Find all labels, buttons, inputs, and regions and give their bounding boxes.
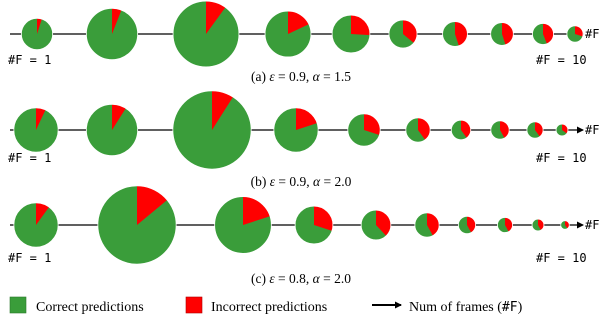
pie-outline-f1 (13, 202, 59, 248)
axis-short-label-a: #F (585, 27, 599, 41)
pie-incorrect-slice-f10 (575, 25, 584, 37)
pie-outline-f8 (490, 120, 510, 140)
pie-incorrect-slice-f1 (36, 107, 46, 130)
pie-outline-f9 (532, 23, 554, 45)
pie-incorrect-slice-f8 (505, 217, 513, 232)
pie-outline-f4 (273, 107, 319, 153)
pie-incorrect-slice-f7 (461, 120, 471, 138)
start-frame-label-a: #F = 1 (8, 53, 51, 67)
pie-incorrect-slice-f9 (535, 121, 544, 137)
start-frame-label-c: #F = 1 (8, 251, 51, 265)
legend-swatch-correct (9, 296, 27, 314)
axis-short-label-b: #F (585, 123, 599, 137)
pie-outline-f10 (566, 25, 584, 43)
pie-outline-f6 (388, 19, 418, 49)
legend: Correct predictions Incorrect prediction… (9, 296, 523, 315)
pie-outline-f4 (294, 205, 334, 245)
pie-incorrect-slice-f7 (455, 21, 468, 46)
pie-incorrect-slice-f4 (288, 11, 309, 35)
pie-outline-f1 (13, 107, 59, 153)
pie-incorrect-slice-f6 (427, 212, 440, 236)
pie-incorrect-slice-f9 (538, 219, 544, 231)
pie-incorrect-slice-f6 (403, 19, 418, 43)
pie-correct-slice-f3 (173, 1, 239, 67)
pie-incorrect-slice-f4 (296, 107, 318, 130)
legend-label-correct: Correct predictions (36, 300, 144, 315)
pie-outline-f8 (497, 217, 513, 233)
pie-incorrect-slice-f9 (543, 23, 554, 44)
pie-outline-f7 (442, 21, 468, 47)
pie-outline-f2 (97, 185, 177, 265)
pie-incorrect-slice-f3 (243, 196, 270, 225)
pie-outline-f1 (20, 17, 54, 51)
pie-outline-f10 (555, 123, 569, 137)
panel-a: #F #F = 1 #F = 10 (a) ε = 0.9, α = 1.5 (8, 0, 599, 84)
pie-incorrect-slice-f5 (364, 113, 381, 136)
pie-outline-f3 (172, 90, 252, 170)
pie-incorrect-slice-f2 (137, 185, 168, 225)
pie-outline-f6 (414, 212, 440, 238)
pie-incorrect-slice-f8 (500, 120, 510, 139)
pie-incorrect-slice-f5 (351, 15, 370, 36)
pie-outline-f4 (264, 10, 312, 58)
pie-incorrect-slice-f1 (37, 18, 42, 34)
panel-c: #F #F = 1 #F = 10 (c) ε = 0.8, α = 2.0 (8, 185, 599, 286)
pie-outline-f9 (526, 121, 544, 139)
pie-incorrect-slice-f7 (467, 216, 476, 233)
pie-outline-f9 (531, 218, 545, 232)
pie-incorrect-slice-f10 (565, 220, 570, 229)
end-frame-label-c: #F = 10 (536, 251, 587, 265)
pie-incorrect-slice-f6 (418, 117, 431, 140)
pie-outline-f3 (172, 0, 240, 68)
start-frame-label-b: #F = 1 (8, 151, 51, 165)
pie-outline-f2 (85, 7, 139, 61)
pie-outline-f3 (214, 196, 272, 254)
legend-label-incorrect: Incorrect predictions (211, 300, 327, 315)
panel-b: #F #F = 1 #F = 10 (b) ε = 0.9, α = 2.0 (8, 90, 599, 189)
end-frame-label-b: #F = 10 (536, 151, 587, 165)
caption-c: (c) ε = 0.8, α = 2.0 (251, 271, 351, 286)
pie-outline-f5 (360, 209, 392, 241)
pie-incorrect-slice-f2 (112, 104, 126, 130)
end-frame-label-a: #F = 10 (536, 53, 587, 67)
axis-short-label-c: #F (585, 218, 599, 232)
pie-outline-f5 (347, 113, 381, 147)
pie-outline-f8 (490, 22, 514, 46)
pie-outline-f7 (457, 215, 477, 235)
pie-incorrect-slice-f8 (502, 22, 514, 45)
pie-incorrect-slice-f5 (376, 210, 391, 236)
pie-outline-f10 (560, 220, 570, 230)
pie-incorrect-slice-f4 (314, 206, 333, 231)
caption-a: (a) ε = 0.9, α = 1.5 (251, 69, 351, 84)
pie-incorrect-slice-f3 (212, 90, 233, 130)
legend-swatch-incorrect (185, 296, 203, 314)
pie-outline-f2 (85, 103, 139, 157)
caption-b: (b) ε = 0.9, α = 2.0 (251, 174, 352, 189)
pie-outline-f5 (331, 14, 371, 54)
pie-outline-f6 (405, 117, 431, 143)
pie-incorrect-slice-f3 (206, 1, 226, 34)
legend-label-frames: Num of frames (#F) (409, 300, 523, 315)
pie-incorrect-slice-f2 (112, 8, 122, 34)
pie-incorrect-slice-f1 (36, 202, 50, 225)
pie-outline-f7 (450, 119, 472, 141)
